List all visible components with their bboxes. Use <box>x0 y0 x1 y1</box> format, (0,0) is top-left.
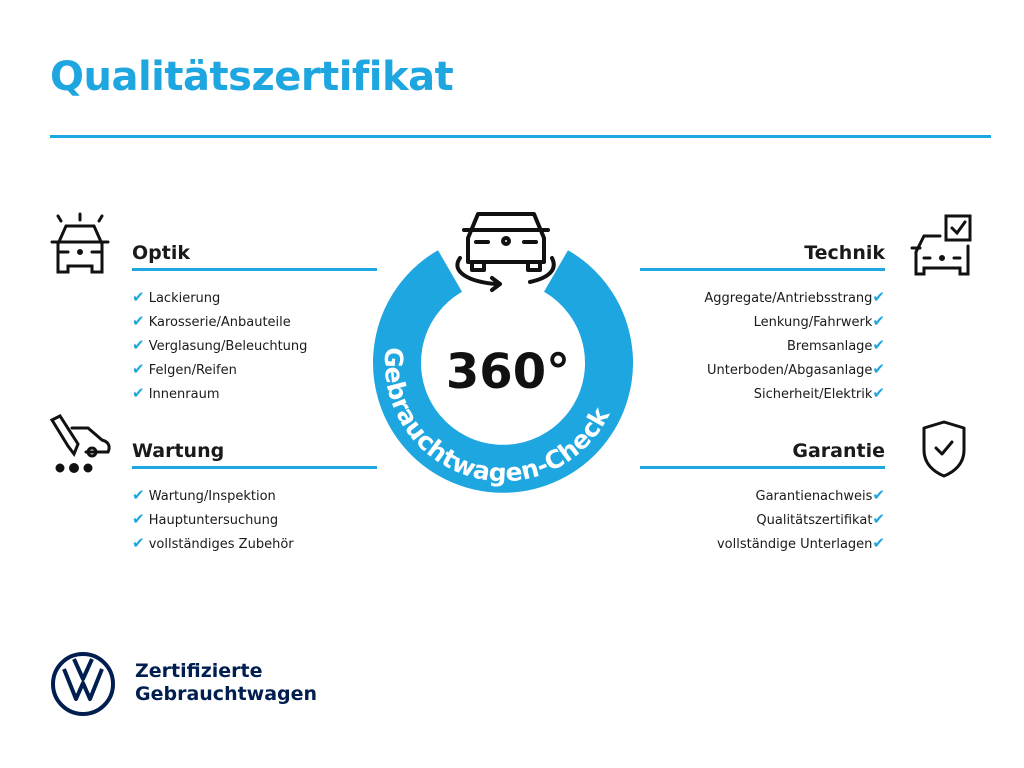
checklist-item: ✔ Lackierung <box>132 285 377 309</box>
checklist-item: ✔ Felgen/Reifen <box>132 357 377 381</box>
check-icon: ✔ <box>132 384 145 402</box>
checklist-item-label: Garantienachweis <box>755 489 873 504</box>
check-icon: ✔ <box>872 510 885 528</box>
brand-line-2: Gebrauchtwagen <box>135 683 318 705</box>
check-icon: ✔ <box>132 360 145 378</box>
section-title: Optik <box>132 242 190 264</box>
section-underline <box>132 268 377 271</box>
checklist-item: Bremsanlage✔ <box>640 333 885 357</box>
section-garantie: Garantie Garantienachweis✔ Qualitätszerti… <box>640 438 885 555</box>
checklist-item-label: Lenkung/Fahrwerk <box>753 315 873 330</box>
checklist-item-label: Qualitätszertifikat <box>756 513 873 528</box>
check-icon: ✔ <box>132 336 145 354</box>
checklist: Aggregate/Antriebsstrang✔ Lenkung/Fahrwer… <box>640 285 885 405</box>
section-title: Wartung <box>132 440 225 462</box>
checklist: ✔ Lackierung ✔ Karosserie/Anbauteile ✔ Ver… <box>132 285 377 405</box>
car-lights-icon <box>50 212 110 274</box>
checklist-item-label: Bremsanlage <box>786 339 873 354</box>
checklist-item-label: Hauptuntersuchung <box>148 513 279 528</box>
checklist-item-label: Innenraum <box>148 387 220 402</box>
check-icon: ✔ <box>132 534 145 552</box>
checklist-item: vollständige Unterlagen✔ <box>640 531 885 555</box>
section-technik: Technik Aggregate/Antriebsstrang✔ Lenkung… <box>640 240 885 405</box>
car-checklist-icon <box>910 214 972 276</box>
checklist-item: Unterboden/Abgasanlage✔ <box>640 357 885 381</box>
checklist-item-label: Felgen/Reifen <box>148 363 237 378</box>
car-rotate-icon <box>455 212 556 292</box>
car-service-icon <box>49 414 111 473</box>
checklist-item: ✔ Wartung/Inspektion <box>132 483 377 507</box>
section-underline <box>640 268 885 271</box>
section-underline <box>132 466 377 469</box>
check-icon: ✔ <box>132 312 145 330</box>
check-icon: ✔ <box>872 312 885 330</box>
checklist-item: Garantienachweis✔ <box>640 483 885 507</box>
check-icon: ✔ <box>872 486 885 504</box>
check-icon: ✔ <box>872 360 885 378</box>
checklist-item-label: Lackierung <box>148 291 221 306</box>
checklist-item-label: Sicherheit/Elektrik <box>753 387 873 402</box>
checklist-item: ✔ Karosserie/Anbauteile <box>132 309 377 333</box>
checklist-item: ✔ Innenraum <box>132 381 377 405</box>
divider <box>50 135 991 138</box>
vw-logo <box>51 652 115 716</box>
checklist-item-label: Aggregate/Antriebsstrang <box>704 291 873 306</box>
page-title: Qualitätszertifikat <box>50 54 454 100</box>
checklist-item-label: Verglasung/Beleuchtung <box>148 339 308 354</box>
shield-check-icon <box>922 420 966 478</box>
badge-degrees: 360° <box>446 344 570 400</box>
brand-label: Zertifizierte Gebrauchtwagen <box>135 660 317 706</box>
checklist-item: ✔ Verglasung/Beleuchtung <box>132 333 377 357</box>
section-underline <box>640 466 885 469</box>
section-title: Garantie <box>792 440 885 462</box>
checklist: ✔ Wartung/Inspektion ✔ Hauptuntersuchung ✔… <box>132 483 377 555</box>
check-icon: ✔ <box>132 510 145 528</box>
checklist-item: ✔ Hauptuntersuchung <box>132 507 377 531</box>
checklist-item: Sicherheit/Elektrik✔ <box>640 381 885 405</box>
checklist-item: Qualitätszertifikat✔ <box>640 507 885 531</box>
section-wartung: Wartung ✔ Wartung/Inspektion ✔ Hauptunter… <box>132 438 377 555</box>
brand-line-1: Zertifizierte <box>135 660 263 682</box>
checklist-item-label: vollständige Unterlagen <box>716 537 873 552</box>
checklist-item: ✔ vollständiges Zubehör <box>132 531 377 555</box>
checklist: Garantienachweis✔ Qualitätszertifikat✔ vol… <box>640 483 885 555</box>
check-icon: ✔ <box>132 486 145 504</box>
checklist-item-label: Karosserie/Anbauteile <box>148 315 291 330</box>
check-icon: ✔ <box>132 288 145 306</box>
checklist-item-label: vollständiges Zubehör <box>148 537 294 552</box>
check-icon: ✔ <box>872 288 885 306</box>
checklist-item-label: Wartung/Inspektion <box>148 489 276 504</box>
section-optik: Optik ✔ Lackierung ✔ Karosserie/Anbauteil… <box>132 240 377 405</box>
checklist-item: Lenkung/Fahrwerk✔ <box>640 309 885 333</box>
badge-ring <box>373 250 633 493</box>
checklist-item-label: Unterboden/Abgasanlage <box>706 363 873 378</box>
check-icon: ✔ <box>872 534 885 552</box>
check-icon: ✔ <box>872 336 885 354</box>
section-title: Technik <box>804 242 885 264</box>
check-icon: ✔ <box>872 384 885 402</box>
checklist-item: Aggregate/Antriebsstrang✔ <box>640 285 885 309</box>
